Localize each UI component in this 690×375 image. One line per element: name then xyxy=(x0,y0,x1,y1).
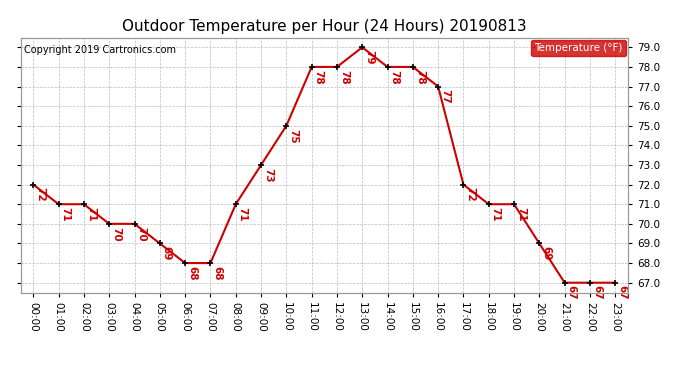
Text: 67: 67 xyxy=(566,285,577,300)
Text: 71: 71 xyxy=(86,207,96,222)
Text: 78: 78 xyxy=(389,70,400,84)
Text: 71: 71 xyxy=(237,207,248,222)
Text: 78: 78 xyxy=(339,70,349,84)
Text: 72: 72 xyxy=(35,188,46,202)
Text: 71: 71 xyxy=(516,207,526,222)
Text: 68: 68 xyxy=(187,266,197,280)
Text: 78: 78 xyxy=(415,70,425,84)
Text: 78: 78 xyxy=(313,70,324,84)
Text: 75: 75 xyxy=(288,129,298,143)
Text: 73: 73 xyxy=(263,168,273,182)
Legend: Temperature (°F): Temperature (°F) xyxy=(531,40,626,56)
Text: Copyright 2019 Cartronics.com: Copyright 2019 Cartronics.com xyxy=(23,45,176,55)
Text: 79: 79 xyxy=(364,50,374,64)
Text: 67: 67 xyxy=(592,285,602,300)
Text: 68: 68 xyxy=(213,266,222,280)
Text: 67: 67 xyxy=(617,285,627,300)
Text: 69: 69 xyxy=(161,246,172,261)
Text: 69: 69 xyxy=(541,246,551,261)
Text: 71: 71 xyxy=(61,207,70,222)
Text: 77: 77 xyxy=(440,89,450,104)
Text: 70: 70 xyxy=(137,226,146,241)
Text: 71: 71 xyxy=(491,207,501,222)
Title: Outdoor Temperature per Hour (24 Hours) 20190813: Outdoor Temperature per Hour (24 Hours) … xyxy=(122,18,526,33)
Text: 72: 72 xyxy=(465,188,475,202)
Text: 70: 70 xyxy=(111,226,121,241)
